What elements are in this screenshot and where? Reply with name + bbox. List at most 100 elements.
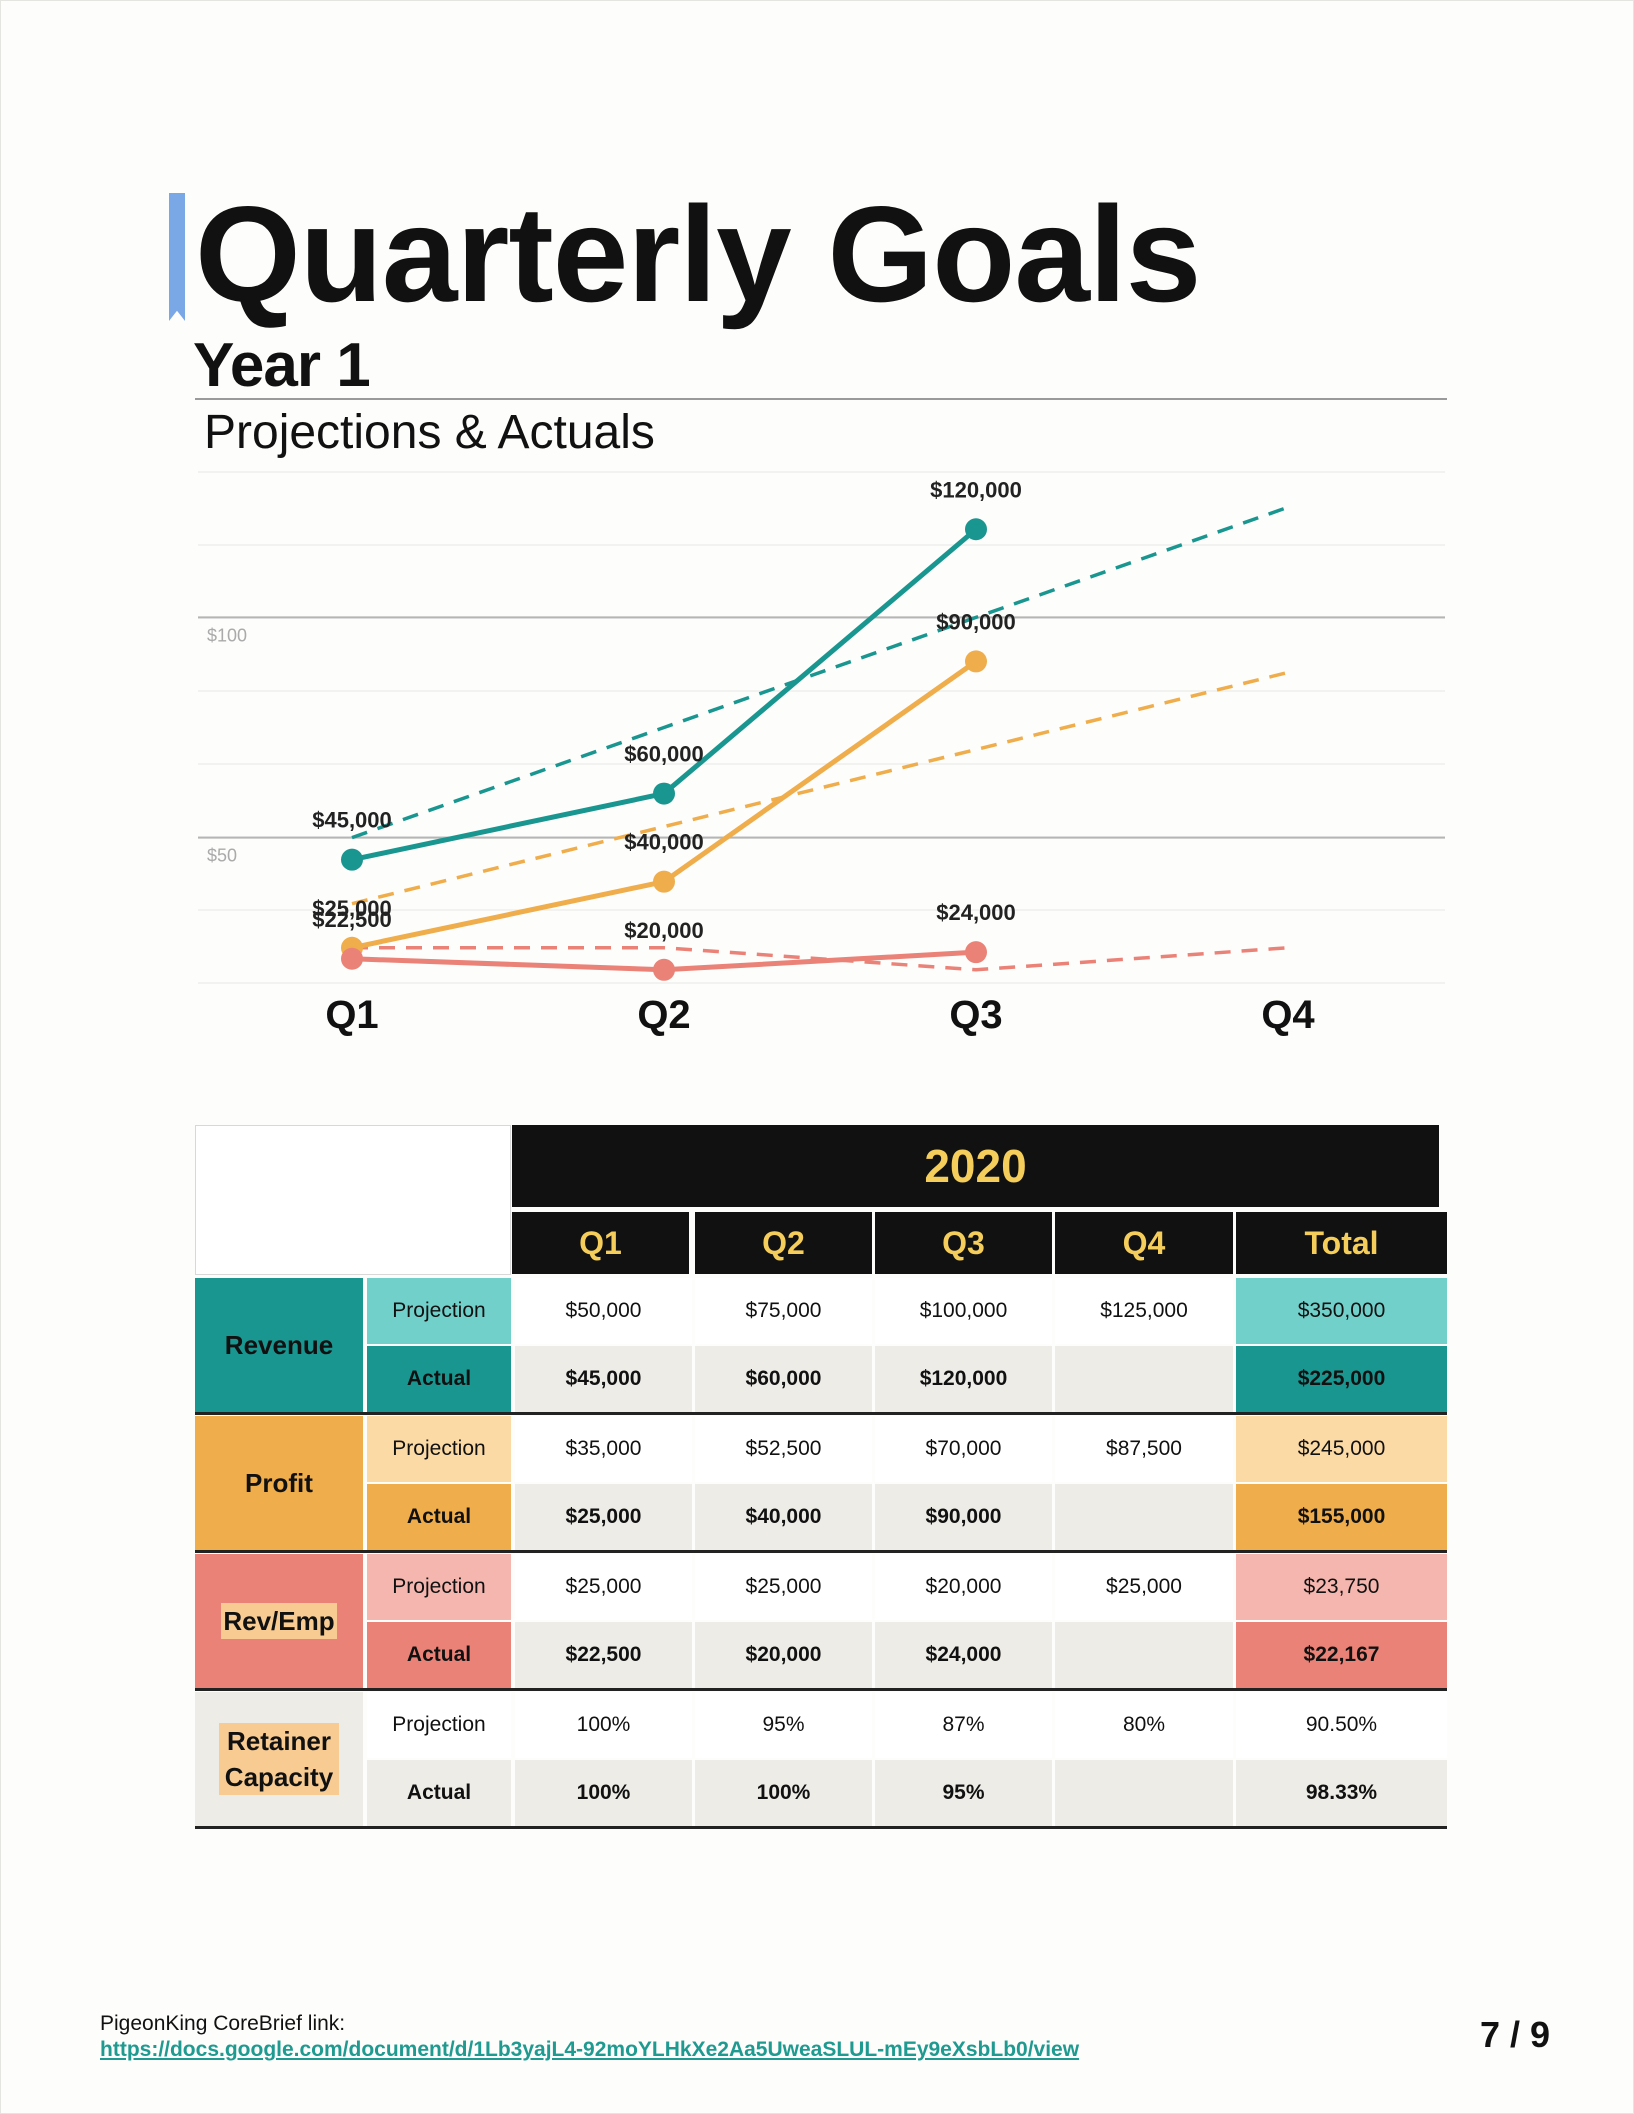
data-label-rev_emp_actual: $20,000: [624, 918, 704, 943]
value-cell: 95%: [695, 1692, 872, 1758]
data-label-revenue_actual: $45,000: [312, 808, 392, 833]
value-cell: $24,000: [875, 1622, 1052, 1688]
value-cell: $25,000: [515, 1554, 692, 1620]
row-label: Projection: [367, 1554, 511, 1620]
page-title: Quarterly Goals: [195, 178, 1201, 330]
value-cell: $22,500: [515, 1622, 692, 1688]
quarterly-goals-table: 2020 Q1 Q2 Q3 Q4 Total Revenue Projection $50,00…: [195, 1125, 1447, 1829]
value-cell: $52,500: [695, 1416, 872, 1482]
value-cell: $25,000: [695, 1554, 872, 1620]
total-cell: $350,000: [1236, 1278, 1447, 1344]
value-cell: $100,000: [875, 1278, 1052, 1344]
x-tick-label: Q4: [1261, 993, 1315, 1037]
data-label-rev_emp_actual: $24,000: [936, 900, 1016, 925]
projections-line-chart: $50 $100 $45,000 $60,000 $120,000 $25,000 $40,…: [198, 471, 1445, 1037]
value-cell: $40,000: [695, 1484, 872, 1550]
data-point-revenue_actual: [341, 848, 363, 871]
total-cell: $22,167: [1236, 1622, 1447, 1688]
title-bookmark-marker: [169, 193, 185, 321]
value-cell: $70,000: [875, 1416, 1052, 1482]
value-cell: [1055, 1760, 1233, 1826]
value-cell: $20,000: [695, 1622, 872, 1688]
value-cell: $90,000: [875, 1484, 1052, 1550]
value-cell: $60,000: [695, 1346, 872, 1412]
category-cell: Rev/Emp: [195, 1554, 363, 1688]
y-tick-label: $50: [207, 846, 237, 866]
group-separator: [195, 1412, 1447, 1415]
value-cell: $50,000: [515, 1278, 692, 1344]
row-label: Projection: [367, 1278, 511, 1344]
row-label: Actual: [367, 1346, 511, 1412]
total-cell: 90.50%: [1236, 1692, 1447, 1758]
title-divider: [195, 398, 1447, 400]
row-label: Projection: [367, 1692, 511, 1758]
total-cell: $245,000: [1236, 1416, 1447, 1482]
group-separator: [195, 1688, 1447, 1691]
section-label: Projections & Actuals: [204, 406, 655, 459]
series-line-profit_actual: [351, 659, 978, 951]
page-number: 7 / 9: [1480, 2014, 1551, 2055]
value-cell: 100%: [515, 1760, 692, 1826]
value-cell: $87,500: [1055, 1416, 1233, 1482]
x-tick-label: Q3: [949, 993, 1002, 1037]
x-tick-label: Q1: [325, 993, 378, 1037]
row-label: Actual: [367, 1622, 511, 1688]
total-cell: $155,000: [1236, 1484, 1447, 1550]
value-cell: 95%: [875, 1760, 1052, 1826]
column-header-total: Total: [1236, 1212, 1447, 1274]
data-point-profit_actual: [965, 650, 987, 673]
table-corner: [195, 1125, 511, 1275]
year-header: 2020: [512, 1125, 1439, 1207]
value-cell: [1055, 1484, 1233, 1550]
value-cell: $45,000: [515, 1346, 692, 1412]
data-label-revenue_actual: $60,000: [624, 742, 704, 767]
value-cell: [1055, 1346, 1233, 1412]
y-tick-label: $100: [207, 625, 247, 645]
value-cell: 80%: [1055, 1692, 1233, 1758]
data-point-revenue_actual: [653, 782, 675, 805]
value-cell: $25,000: [515, 1484, 692, 1550]
row-label: Actual: [367, 1484, 511, 1550]
corebrief-link[interactable]: https://docs.google.com/document/d/1Lb3y…: [100, 2038, 1080, 2061]
value-cell: $25,000: [1055, 1554, 1233, 1620]
category-label: Retainer Capacity: [219, 1722, 339, 1796]
series-line-revenue_projection: [351, 505, 1289, 840]
group-separator: [195, 1826, 1447, 1829]
total-cell: $23,750: [1236, 1554, 1447, 1620]
data-point-revenue_actual: [965, 518, 987, 541]
data-label-rev_emp_actual: $22,500: [312, 907, 392, 932]
footer-link-label: PigeonKing CoreBrief link:: [100, 2012, 346, 2035]
value-cell: 87%: [875, 1692, 1052, 1758]
data-point-profit_actual: [653, 870, 675, 893]
category-label: Revenue: [224, 1329, 334, 1360]
data-point-rev_emp_actual: [341, 947, 363, 970]
total-cell: 98.33%: [1236, 1760, 1447, 1826]
value-cell: 100%: [515, 1692, 692, 1758]
row-label: Actual: [367, 1760, 511, 1826]
value-cell: $120,000: [875, 1346, 1052, 1412]
value-cell: $125,000: [1055, 1278, 1233, 1344]
value-cell: $35,000: [515, 1416, 692, 1482]
category-label: Rev/Emp: [221, 1602, 337, 1640]
column-header-q4: Q4: [1055, 1212, 1233, 1274]
category-label: Profit: [245, 1467, 313, 1498]
column-header-q3: Q3: [875, 1212, 1052, 1274]
data-point-rev_emp_actual: [965, 941, 987, 964]
series-line-revenue_actual: [351, 527, 978, 863]
page-subtitle: Year 1: [193, 331, 371, 400]
total-cell: $225,000: [1236, 1346, 1447, 1412]
data-label-revenue_actual: $120,000: [930, 477, 1022, 502]
value-cell: [1055, 1622, 1233, 1688]
data-label-profit_actual: $25,000: [312, 896, 392, 921]
value-cell: $75,000: [695, 1278, 872, 1344]
category-cell: Profit: [195, 1416, 363, 1550]
category-cell: Revenue: [195, 1278, 363, 1412]
category-cell: Retainer Capacity: [195, 1692, 363, 1826]
value-cell: 100%: [695, 1760, 872, 1826]
data-label-profit_actual: $90,000: [936, 609, 1016, 634]
column-header-q2: Q2: [695, 1212, 872, 1274]
value-cell: $20,000: [875, 1554, 1052, 1620]
group-separator: [195, 1550, 1447, 1553]
data-point-rev_emp_actual: [653, 958, 675, 981]
row-label: Projection: [367, 1416, 511, 1482]
